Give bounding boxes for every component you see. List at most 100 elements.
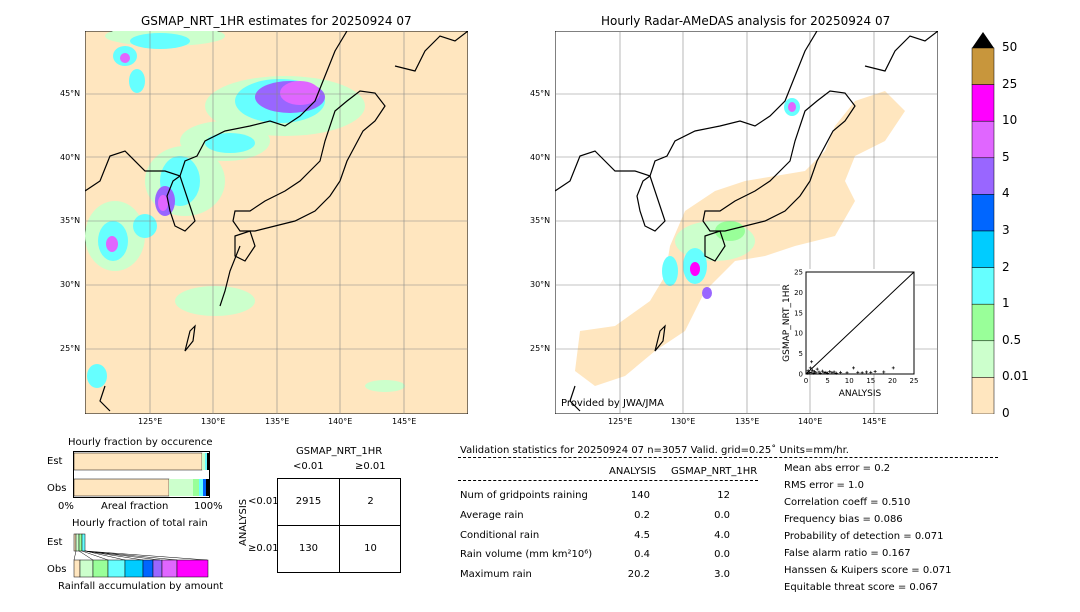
total-rain-obs-bar <box>73 559 81 578</box>
left-lat-25: 25°N <box>60 344 81 353</box>
colorbar-segment <box>971 84 995 122</box>
scatter-x-tick: 5 <box>825 377 829 385</box>
colorbar-tick-label: 4 <box>1002 186 1010 201</box>
colorbar-segment <box>971 267 995 305</box>
right-lat-35: 35°N <box>530 216 551 225</box>
left-lon-125: 125°E <box>138 417 163 426</box>
colorbar-tick-label: 50 <box>1002 40 1018 54</box>
scatter-x-tick: 10 <box>845 377 854 385</box>
scatter-point <box>826 371 830 375</box>
scatter-ylabel: GSMAP_NRT_1HR <box>782 284 792 362</box>
scatter-point <box>806 369 810 373</box>
colorbar <box>971 32 995 414</box>
stats-header-rule <box>458 457 998 458</box>
left-lon-140: 140°E <box>328 417 353 426</box>
stat-gsmap-3: 4.0 <box>714 530 730 541</box>
colorbar-tick-label: 25 <box>1002 76 1018 91</box>
stat-label-2: Average rain <box>460 510 524 521</box>
scatter-y-tick: 20 <box>794 289 803 297</box>
credit-text: Provided by JWA/JMA <box>561 398 664 409</box>
occurrence-title: Hourly fraction by occurence <box>68 437 213 448</box>
scatter-point <box>810 368 814 372</box>
stat-analysis-4: 0.4 <box>634 549 650 560</box>
scatter-point <box>822 371 826 375</box>
scatter-point <box>805 371 809 375</box>
score-4: Frequency bias = 0.086 <box>784 514 903 525</box>
stat-gsmap-2: 0.0 <box>714 510 730 521</box>
left-grid <box>85 31 468 414</box>
occurrence-obs-bar <box>73 478 170 497</box>
scatter-point <box>807 371 811 375</box>
stat-label-3: Conditional rain <box>460 530 540 541</box>
left-lon-145: 145°E <box>392 417 417 426</box>
colorbar-segment <box>971 303 995 342</box>
right-rain-areas <box>662 98 800 299</box>
colorbar-tick-label: 0 <box>1002 406 1010 420</box>
right-lon-140: 140°E <box>798 417 823 426</box>
score-8: Equitable threat score = 0.067 <box>784 582 939 593</box>
occurrence-obs-label: Obs <box>47 483 67 494</box>
colorbar-segment <box>971 120 995 159</box>
left-lat-40: 40°N <box>60 153 81 162</box>
total-rain-bars <box>73 532 210 579</box>
contingency-cell-tl: 2915 <box>295 496 322 507</box>
left-map-title: GSMAP_NRT_1HR estimates for 20250924 07 <box>141 14 412 28</box>
scatter-point <box>845 371 849 375</box>
total-rain-est-bar <box>73 533 77 552</box>
contingency-cell-bl: 130 <box>298 543 319 554</box>
scatter-point <box>809 370 813 374</box>
scatter-y-tick: 10 <box>794 330 803 338</box>
scatter-point <box>828 370 832 374</box>
stat-label-4: Rain volume (mm km²10⁶) <box>460 549 593 560</box>
scatter-point <box>864 370 868 374</box>
colorbar-tick-label: 10 <box>1002 113 1018 128</box>
right-lon-135: 135°E <box>735 417 760 426</box>
right-lat-30: 30°N <box>530 280 551 289</box>
right-lat-25: 25°N <box>530 344 551 353</box>
scatter-point <box>832 370 836 374</box>
scatter-diagonal <box>805 271 915 375</box>
right-lon-125: 125°E <box>608 417 633 426</box>
scatter-point <box>839 370 843 374</box>
scatter-point <box>873 370 877 374</box>
total-rain-est-label: Est <box>47 537 63 548</box>
scatter-plot: 00 5 5 10 10 15 15 20 20 25 25 ANALYSIS GSMAP_NRT_1H… <box>782 269 919 399</box>
colorbar-segment <box>971 340 995 378</box>
scatter-point <box>808 366 812 370</box>
stat-label-5: Maximum rain <box>460 569 532 580</box>
stat-analysis-5: 20.2 <box>627 569 650 580</box>
right-lat-45: 45°N <box>530 89 551 98</box>
stat-gsmap-4: 0.0 <box>714 549 730 560</box>
scatter-point <box>810 360 814 364</box>
scatter-x-tick: 20 <box>888 377 897 385</box>
contingency-table: 2915 2 130 10 <box>277 478 401 573</box>
left-lon-135: 135°E <box>265 417 290 426</box>
scatter-x-tick: 25 <box>910 377 919 385</box>
stats-col-analysis: ANALYSIS <box>609 466 657 477</box>
stats-col-rule <box>458 480 758 481</box>
contingency-title: GSMAP_NRT_1HR <box>296 446 383 457</box>
scatter-point <box>882 370 886 374</box>
score-2: RMS error = 1.0 <box>784 480 864 491</box>
stat-analysis-2: 0.2 <box>634 510 650 521</box>
contingency-col-lt: <0.01 <box>293 461 324 472</box>
contingency-cell-br: 10 <box>364 543 377 554</box>
scatter-xlabel: ANALYSIS <box>839 389 882 398</box>
stat-label-1: Num of gridpoints raining <box>460 490 588 501</box>
total-rain-xlabel: Rainfall accumulation by amount <box>58 581 224 592</box>
scatter-x-tick: 0 <box>804 377 808 385</box>
stat-gsmap-1: 12 <box>717 490 730 501</box>
scatter-x-tick: 15 <box>866 377 875 385</box>
occurrence-x-max: 100% <box>194 501 223 512</box>
right-lat-40: 40°N <box>530 153 551 162</box>
left-lat-45: 45°N <box>60 89 81 98</box>
score-3: Correlation coeff = 0.510 <box>784 497 911 508</box>
total-rain-title: Hourly fraction of total rain <box>72 518 208 529</box>
total-rain-obs-label: Obs <box>47 564 67 575</box>
right-lon-130: 130°E <box>671 417 696 426</box>
scatter-point <box>814 371 818 375</box>
stats-header: Validation statistics for 20250924 07 n=… <box>460 445 849 456</box>
stat-gsmap-5: 3.0 <box>714 569 730 580</box>
scatter-y-tick: 15 <box>794 309 803 317</box>
scatter-point <box>818 371 822 375</box>
